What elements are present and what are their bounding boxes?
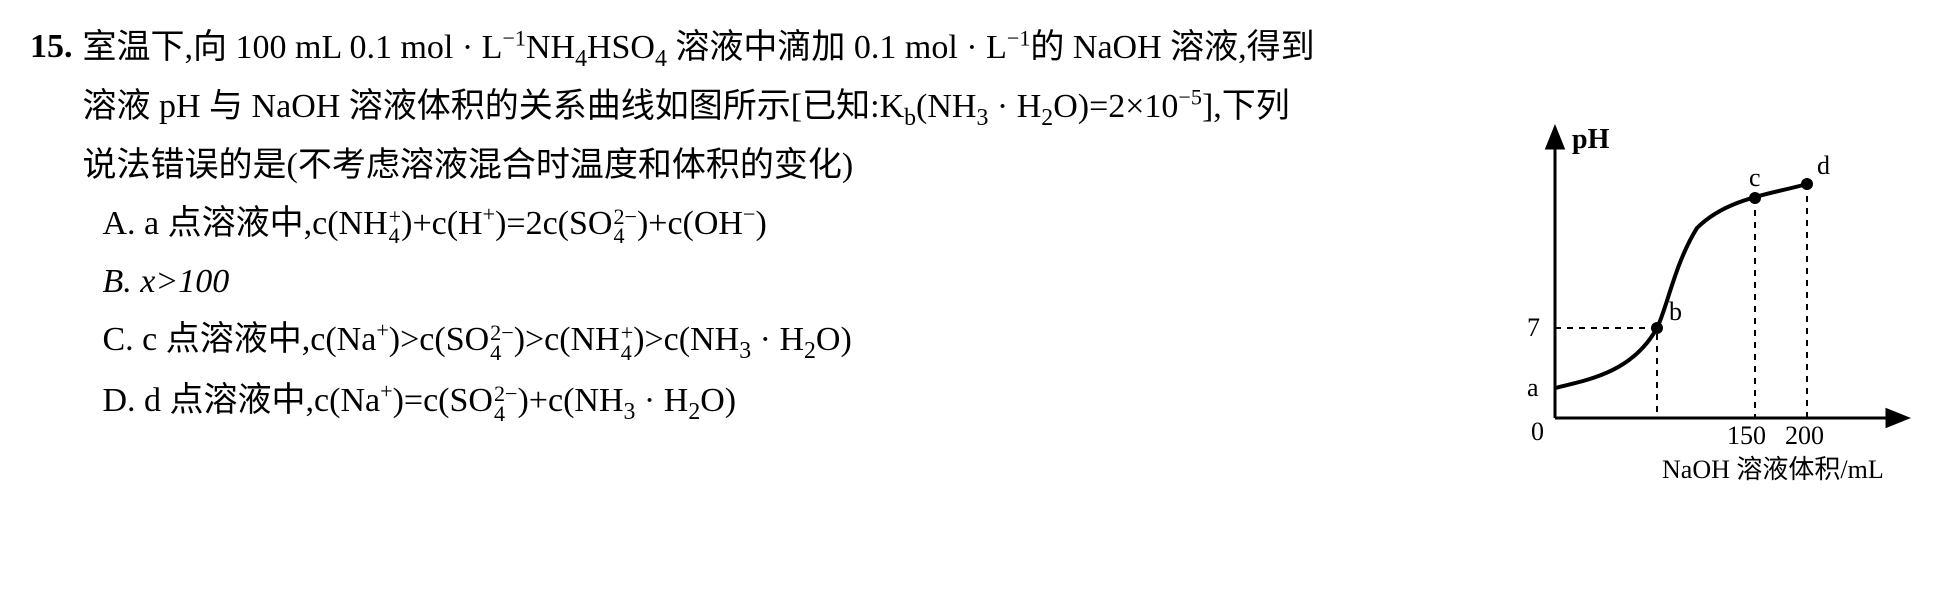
optD-h2sub: 2	[688, 399, 700, 425]
optD-nasup: +	[380, 379, 392, 404]
stem2h: −5	[1178, 85, 1202, 110]
stem2i: ],下列	[1202, 88, 1290, 125]
optA-lead: A. a 点溶液中,c(NH	[103, 205, 388, 242]
pt-b-label: b	[1669, 297, 1682, 326]
xtick-150: 150	[1727, 421, 1766, 450]
lower-row: 说法错误的是(不考虑溶液混合时温度和体积的变化) A. a 点溶液中,c(NH+…	[83, 138, 1928, 468]
pt-c-label: c	[1749, 163, 1761, 192]
origin-0: 0	[1531, 417, 1544, 446]
optA-mid3: )+c(OH	[637, 205, 743, 242]
curve	[1555, 184, 1807, 388]
axes	[1547, 128, 1907, 426]
optC-nasup: +	[376, 318, 388, 343]
stem1b: NH	[526, 29, 575, 66]
pt-d-label: d	[1817, 151, 1830, 180]
stem1e: 的 NaOH 溶液,得到	[1030, 29, 1314, 66]
nh4-supsub-a: +4	[389, 207, 401, 247]
stem2g: O)=2×10	[1053, 88, 1178, 125]
optC-lead: C. c 点溶液中,c(Na	[103, 321, 377, 358]
so4-supsub-c: 2−4	[490, 323, 514, 363]
stem1a: 室温下,向 100 mL 0.1 mol · L	[83, 29, 503, 66]
optD-mid2: )+c(NH	[517, 382, 623, 419]
stem2c: (NH	[916, 88, 976, 125]
problem-body: 室温下,向 100 mL 0.1 mol · L−1NH4HSO4 溶液中滴加 …	[83, 20, 1928, 468]
sub4-b: 4	[655, 46, 667, 72]
ylabel: pH	[1572, 124, 1610, 155]
titration-graph: pH 7 a 0 b c d 150 200 NaOH 溶液体积/mL	[1497, 118, 1927, 468]
option-b: B. x>100	[103, 254, 1488, 310]
optA-mid2: )=2c(SO	[495, 205, 612, 242]
left-col: 说法错误的是(不考虑溶液混合时温度和体积的变化) A. a 点溶液中,c(NH+…	[83, 138, 1488, 434]
ytick-a: a	[1527, 373, 1539, 402]
exp-neg1-b: −1	[1007, 26, 1031, 51]
stem2e: · H	[988, 88, 1041, 125]
optD-mid1: )=c(SO	[393, 382, 493, 419]
optC-mid4: · H	[751, 321, 804, 358]
option-c: C. c 点溶液中,c(Na+)>c(SO2−4)>c(NH+4)>c(NH3 …	[103, 312, 1488, 371]
stem1c: HSO	[587, 29, 655, 66]
ytick-7: 7	[1527, 313, 1540, 342]
optA-mid1: )+c(H	[401, 205, 482, 242]
xtick-200: 200	[1785, 421, 1824, 450]
exp-neg1-a: −1	[502, 26, 526, 51]
optC-mid3: )>c(NH	[633, 321, 739, 358]
stem-line-1: 室温下,向 100 mL 0.1 mol · L−1NH4HSO4 溶液中滴加 …	[83, 20, 1928, 79]
options: A. a 点溶液中,c(NH+4)+c(H+)=2c(SO2−4)+c(OH−)…	[83, 196, 1488, 432]
problem-15: 15. 室温下,向 100 mL 0.1 mol · L−1NH4HSO4 溶液…	[30, 20, 1927, 468]
stem-line-3: 说法错误的是(不考虑溶液混合时温度和体积的变化)	[83, 138, 1488, 194]
optC-nh3sub: 3	[739, 338, 751, 364]
so4-supsub-d: 2−4	[494, 384, 518, 424]
graph-svg: pH 7 a 0 b c d 150 200 NaOH 溶液体积/mL	[1497, 118, 1927, 488]
option-d: D. d 点溶液中,c(Na+)=c(SO2−4)+c(NH3 · H2O)	[103, 373, 1488, 432]
optA-ohsup: −	[743, 202, 755, 227]
sub4-a: 4	[575, 46, 587, 72]
optD-mid3: · H	[635, 382, 688, 419]
stem2b: b	[904, 105, 916, 131]
optC-mid2: )>c(NH	[514, 321, 620, 358]
optC-tail: O)	[816, 321, 852, 358]
xlabel: NaOH 溶液体积/mL	[1662, 455, 1884, 484]
optD-tail: O)	[700, 382, 736, 419]
optD-lead: D. d 点溶液中,c(Na	[103, 382, 381, 419]
optB-text: B. x>100	[103, 263, 230, 300]
so4-supsub-a: 2−4	[613, 207, 637, 247]
stem2f: 2	[1041, 105, 1053, 131]
optC-h2sub: 2	[804, 338, 816, 364]
optA-hsup: +	[483, 202, 495, 227]
optC-mid1: )>c(SO	[389, 321, 489, 358]
option-a: A. a 点溶液中,c(NH+4)+c(H+)=2c(SO2−4)+c(OH−)	[103, 196, 1488, 252]
optD-nh3sub: 3	[624, 399, 636, 425]
problem-number: 15.	[30, 20, 73, 74]
stem2d: 3	[976, 105, 988, 131]
optA-tail: )	[755, 205, 766, 242]
nh4-supsub-c: +4	[621, 323, 633, 363]
stem2a: 溶液 pH 与 NaOH 溶液体积的关系曲线如图所示[已知:K	[83, 88, 905, 125]
stem1d: 溶液中滴加 0.1 mol · L	[667, 29, 1007, 66]
